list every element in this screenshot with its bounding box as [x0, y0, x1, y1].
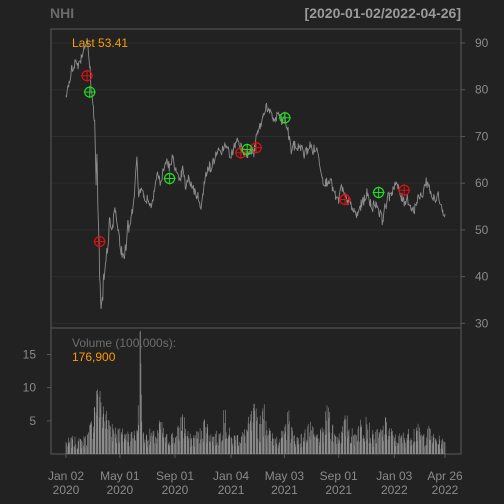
- x-tick-year-label: 2021: [271, 483, 298, 497]
- volume-tick-label: 10: [23, 381, 37, 395]
- price-tick-label: 70: [475, 129, 489, 143]
- price-panel-border: [50, 28, 462, 329]
- volume-bars: [65, 331, 446, 454]
- x-tick-year-label: 2021: [325, 483, 352, 497]
- x-tick-label: Jan 04: [213, 469, 249, 483]
- x-tick-label: Sep 01: [156, 469, 194, 483]
- x-tick-label: Jan 02: [48, 469, 84, 483]
- buy-signal-marker: [278, 111, 291, 124]
- volume-label: Volume (100,000s):: [72, 336, 176, 350]
- last-price-label: Last 53.41: [72, 36, 128, 50]
- price-tick-label: 30: [475, 316, 489, 330]
- x-tick-year-label: 2021: [218, 483, 245, 497]
- volume-tick-label: 5: [29, 414, 36, 428]
- price-tick-label: 50: [475, 223, 489, 237]
- x-tick-year-label: 2022: [381, 483, 408, 497]
- sell-signal-marker: [81, 69, 94, 82]
- x-tick-year-label: 2022: [432, 483, 459, 497]
- price-line: [65, 38, 446, 310]
- volume-tick-label: 15: [23, 348, 37, 362]
- chart-date-range: [2020-01-02/2022-04-26]: [304, 5, 461, 21]
- buy-signal-marker: [83, 86, 96, 99]
- x-tick-year-label: 2020: [53, 483, 80, 497]
- buy-signal-marker: [372, 186, 385, 199]
- volume-last-value: 176,900: [72, 350, 116, 364]
- x-tick-label: May 01: [100, 469, 140, 483]
- price-tick-label: 60: [475, 176, 489, 190]
- sell-signal-marker: [338, 193, 351, 206]
- chart-symbol-title: NHI: [50, 5, 75, 21]
- x-tick-year-label: 2020: [106, 483, 133, 497]
- price-tick-label: 40: [475, 270, 489, 284]
- sell-signal-marker: [93, 235, 106, 248]
- x-tick-label: Sep 01: [320, 469, 358, 483]
- x-tick-year-label: 2020: [162, 483, 189, 497]
- sell-signal-marker: [398, 184, 411, 197]
- sell-signal-marker: [234, 146, 247, 159]
- x-tick-label: May 03: [265, 469, 305, 483]
- x-tick-label: Jan 03: [376, 469, 412, 483]
- buy-signal-marker: [241, 143, 254, 156]
- price-tick-label: 80: [475, 83, 489, 97]
- buy-signal-marker: [163, 172, 176, 185]
- x-tick-label: Apr 26: [427, 469, 463, 483]
- price-tick-label: 90: [475, 36, 489, 50]
